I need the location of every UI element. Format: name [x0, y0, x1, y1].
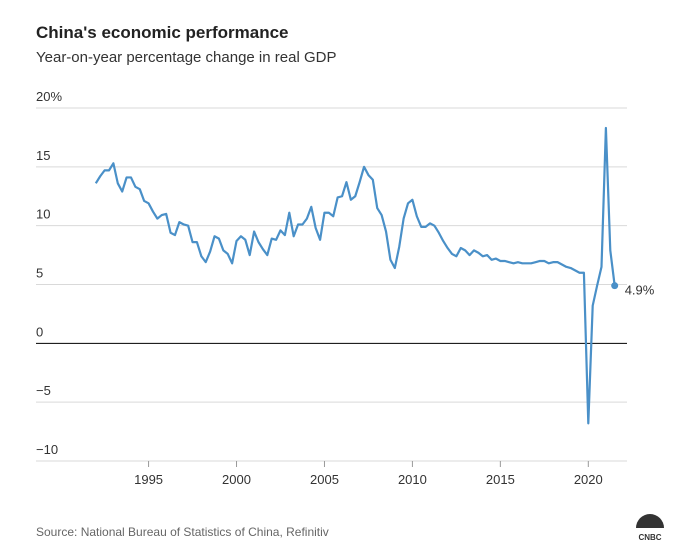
y-tick-label: −10 — [36, 442, 58, 457]
y-tick-label: 15 — [36, 148, 50, 163]
x-tick-label: 1995 — [134, 472, 163, 487]
series-line — [94, 126, 616, 425]
value-label: 4.9% — [625, 283, 655, 298]
x-tick-label: 2015 — [486, 472, 515, 487]
y-tick-label: 10 — [36, 207, 50, 222]
x-tick-label: 2010 — [398, 472, 427, 487]
y-tick-label: 20% — [36, 89, 62, 104]
logo-mark — [636, 514, 664, 528]
logo: CNBC — [636, 514, 664, 542]
x-tick-label: 2005 — [310, 472, 339, 487]
source-note: Source: National Bureau of Statistics of… — [36, 525, 329, 539]
y-tick-label: 0 — [36, 324, 43, 339]
chart-subtitle: Year-on-year percentage change in real G… — [36, 49, 336, 66]
x-tick-label: 2020 — [574, 472, 603, 487]
logo-text: CNBC — [638, 533, 661, 542]
y-tick-label: −5 — [36, 383, 51, 398]
x-tick-label: 2000 — [222, 472, 251, 487]
chart-title: China's economic performance — [36, 23, 289, 42]
end-marker — [611, 282, 619, 290]
y-tick-label: 5 — [36, 266, 43, 281]
